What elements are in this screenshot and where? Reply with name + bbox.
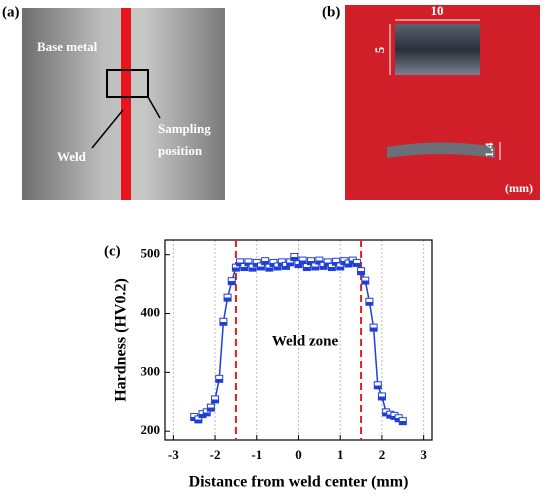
x-tick-label: 0 [295, 447, 302, 462]
data-point [352, 258, 361, 267]
data-point [327, 263, 336, 272]
data-point [206, 403, 215, 412]
plot-frame [164, 239, 433, 441]
x-axis-label: Distance from weld center (mm) [189, 474, 409, 491]
x-tick-label: -1 [251, 447, 262, 462]
data-point [369, 323, 378, 332]
data-point [223, 293, 232, 302]
data-point [194, 415, 203, 424]
data-point [240, 263, 249, 272]
panel-b: (b) 10 5 1.4 (mm) [322, 3, 540, 200]
data-point [290, 253, 299, 262]
panel-label: (a) [2, 4, 20, 20]
x-tick-label: 1 [337, 447, 344, 462]
specimen-side [387, 142, 495, 158]
y-tick-label: 500 [141, 246, 161, 261]
annotation: Weld zone [272, 333, 339, 349]
panel-label: (b) [322, 4, 340, 20]
unit-label: (mm) [505, 181, 533, 195]
pointer-line [91, 109, 124, 149]
sampling-box [106, 69, 149, 98]
data-point [265, 263, 274, 272]
y-tick-label: 400 [141, 305, 161, 320]
data-point [377, 392, 386, 401]
dimension-label: 5 [372, 46, 387, 53]
specimen [395, 24, 480, 75]
weld-stripe [121, 8, 131, 200]
data-point [256, 262, 265, 271]
data-point [202, 408, 211, 417]
data-point [211, 395, 220, 404]
data-point [298, 256, 307, 265]
data-point [336, 262, 345, 271]
weld-label: Weld [57, 149, 87, 164]
data-point [332, 257, 341, 266]
data-point [286, 258, 295, 267]
dimension-label: 1.4 [482, 143, 496, 158]
data-point [315, 256, 324, 265]
data-point [311, 262, 320, 271]
data-point [357, 267, 366, 276]
data-point [248, 263, 257, 272]
data-point [227, 277, 236, 286]
dimension-label: 10 [431, 3, 444, 18]
x-tick-label: 3 [420, 447, 427, 462]
y-tick-label: 300 [141, 363, 161, 378]
x-tick-label: -2 [210, 447, 221, 462]
data-point [398, 417, 407, 426]
base-metal-label: Base metal [37, 39, 98, 54]
data-point [219, 317, 228, 326]
data-point [273, 262, 282, 271]
x-tick-label: 2 [379, 447, 386, 462]
data-point [302, 263, 311, 272]
data-point [261, 257, 270, 266]
data-point [373, 381, 382, 390]
panel-c: (c) -3 -2 -1 0 1 2 3 200 300 400 500 Weld zone Dista… [104, 239, 433, 491]
data-point [236, 258, 245, 267]
data-point [361, 276, 370, 285]
panel-a: (a) Base metal Weld Sampling position [2, 4, 225, 200]
data-point [307, 257, 316, 266]
y-axis-label: Hardness (HV0.2) [113, 278, 130, 402]
x-tick-label: -3 [168, 447, 179, 462]
data-point [323, 258, 332, 267]
panel-label: (c) [104, 243, 121, 259]
pointer-line [147, 96, 161, 119]
data-point [365, 297, 374, 306]
data-point [215, 374, 224, 383]
data-point [244, 258, 253, 267]
sampling-label: position [158, 143, 203, 158]
y-tick-label: 200 [141, 422, 161, 437]
data-point [231, 263, 240, 272]
sampling-label: Sampling [158, 121, 211, 136]
